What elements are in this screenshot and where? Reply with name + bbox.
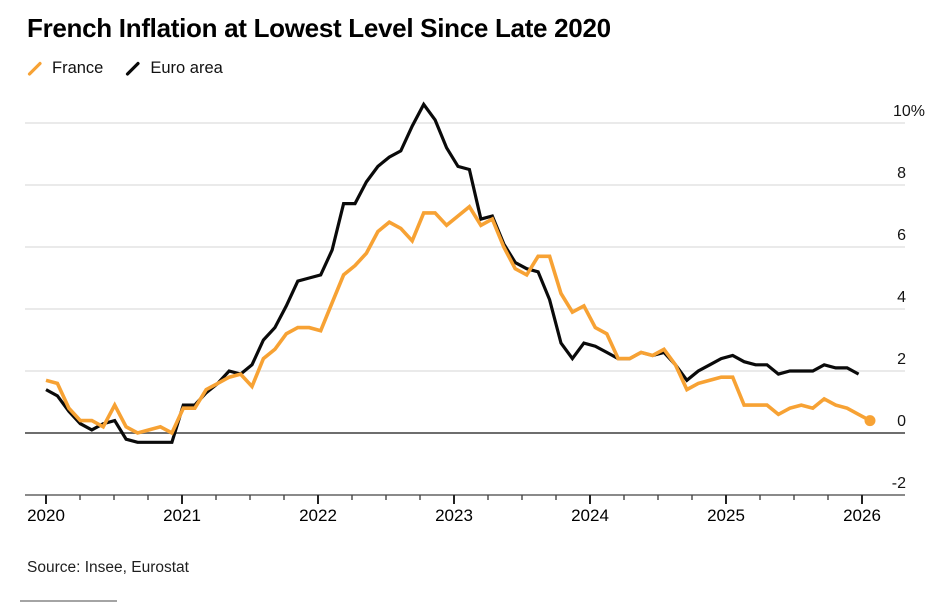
france-end-dot	[864, 415, 876, 427]
y-tick-label: 10%	[893, 103, 925, 120]
euro-area-slash-icon	[126, 61, 140, 76]
source-note: Source: Insee, Eurostat	[27, 559, 189, 576]
x-tick-label: 2024	[571, 506, 609, 525]
y-tick-label: 6	[897, 227, 906, 244]
cropped-edge-element	[20, 600, 117, 602]
x-tick-label: 2021	[163, 506, 201, 525]
y-tick-label: 8	[897, 165, 906, 182]
y-tick-label: 0	[897, 413, 906, 430]
x-tick-label: 2020	[27, 506, 65, 525]
x-tick-label: 2026	[843, 506, 881, 525]
legend-item-euro-area: Euro area	[125, 59, 223, 78]
x-tick-label: 2023	[435, 506, 473, 525]
legend: France Euro area	[27, 59, 223, 78]
slash-icon	[126, 61, 140, 76]
y-tick-label: 2	[897, 351, 906, 368]
legend-label-euro-area: Euro area	[150, 59, 223, 77]
y-tick-label: 4	[897, 289, 906, 306]
x-tick-label: 2022	[299, 506, 337, 525]
x-tick-label: 2025	[707, 506, 745, 525]
y-tick-label: -2	[892, 475, 906, 492]
slash-icon	[27, 61, 42, 76]
france-slash-icon	[27, 61, 42, 76]
chart-title: French Inflation at Lowest Level Since L…	[27, 13, 611, 43]
legend-label-france: France	[52, 59, 104, 77]
france-line	[45, 204, 871, 436]
legend-item-france: France	[27, 59, 103, 78]
chart-canvas: 10% 8 6 4 2 0 -2 2020 2021 2022 2023 2024 2025 2026	[25, 101, 925, 525]
